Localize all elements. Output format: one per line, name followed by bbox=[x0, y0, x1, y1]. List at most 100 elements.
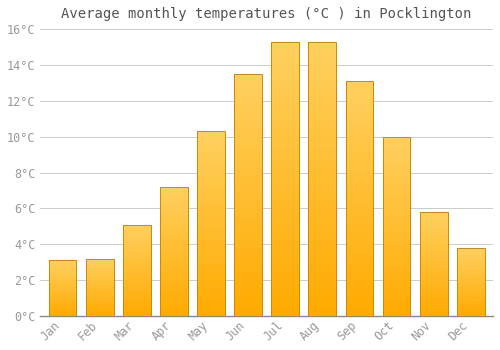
Bar bbox=[420, 236, 448, 237]
Bar bbox=[420, 294, 448, 295]
Bar bbox=[420, 279, 448, 280]
Bar bbox=[346, 260, 374, 262]
Bar bbox=[197, 288, 225, 290]
Bar bbox=[382, 212, 410, 214]
Bar bbox=[272, 121, 299, 124]
Bar bbox=[272, 288, 299, 291]
Bar bbox=[308, 140, 336, 143]
Bar bbox=[123, 268, 150, 270]
Bar bbox=[123, 242, 150, 243]
Bar bbox=[420, 309, 448, 310]
Bar bbox=[160, 249, 188, 250]
Bar bbox=[160, 281, 188, 282]
Bar bbox=[420, 271, 448, 272]
Bar bbox=[382, 219, 410, 221]
Bar bbox=[346, 205, 374, 208]
Bar bbox=[346, 168, 374, 170]
Bar bbox=[346, 191, 374, 194]
Bar bbox=[234, 251, 262, 253]
Bar bbox=[382, 273, 410, 275]
Bar bbox=[420, 282, 448, 283]
Bar bbox=[382, 271, 410, 273]
Bar bbox=[86, 265, 114, 266]
Bar bbox=[234, 139, 262, 142]
Bar bbox=[197, 231, 225, 233]
Bar bbox=[86, 274, 114, 275]
Bar bbox=[160, 288, 188, 289]
Bar bbox=[457, 277, 484, 278]
Bar bbox=[272, 154, 299, 157]
Bar bbox=[160, 195, 188, 196]
Bar bbox=[48, 302, 76, 303]
Bar bbox=[457, 271, 484, 272]
Bar bbox=[272, 234, 299, 236]
Bar bbox=[308, 228, 336, 231]
Bar bbox=[420, 245, 448, 246]
Bar bbox=[308, 212, 336, 215]
Bar bbox=[346, 198, 374, 201]
Bar bbox=[382, 260, 410, 262]
Bar bbox=[86, 297, 114, 298]
Bar bbox=[420, 304, 448, 306]
Bar bbox=[272, 270, 299, 272]
Bar bbox=[234, 115, 262, 118]
Bar bbox=[123, 304, 150, 305]
Bar bbox=[234, 282, 262, 285]
Bar bbox=[160, 266, 188, 267]
Bar bbox=[346, 83, 374, 86]
Bar bbox=[160, 262, 188, 263]
Bar bbox=[48, 298, 76, 299]
Bar bbox=[234, 134, 262, 137]
Bar bbox=[308, 83, 336, 85]
Bar bbox=[234, 275, 262, 277]
Bar bbox=[123, 248, 150, 249]
Bar bbox=[308, 42, 336, 44]
Bar bbox=[382, 282, 410, 284]
Bar bbox=[308, 217, 336, 220]
Bar bbox=[48, 274, 76, 275]
Bar bbox=[272, 256, 299, 258]
Bar bbox=[234, 74, 262, 76]
Bar bbox=[123, 258, 150, 259]
Bar bbox=[86, 260, 114, 261]
Bar bbox=[272, 206, 299, 209]
Bar bbox=[123, 272, 150, 273]
Bar bbox=[308, 182, 336, 184]
Bar bbox=[308, 261, 336, 264]
Bar bbox=[272, 42, 299, 316]
Bar bbox=[160, 280, 188, 281]
Bar bbox=[308, 215, 336, 217]
Bar bbox=[382, 174, 410, 176]
Bar bbox=[308, 99, 336, 102]
Bar bbox=[234, 98, 262, 100]
Bar bbox=[197, 137, 225, 139]
Bar bbox=[234, 311, 262, 314]
Bar bbox=[48, 279, 76, 280]
Bar bbox=[346, 295, 374, 297]
Bar bbox=[197, 185, 225, 187]
Bar bbox=[457, 261, 484, 262]
Bar bbox=[86, 280, 114, 281]
Bar bbox=[382, 280, 410, 282]
Bar bbox=[382, 190, 410, 192]
Bar bbox=[457, 280, 484, 281]
Bar bbox=[234, 166, 262, 168]
Bar bbox=[160, 192, 188, 193]
Bar bbox=[123, 243, 150, 244]
Bar bbox=[160, 234, 188, 236]
Bar bbox=[346, 123, 374, 126]
Bar bbox=[272, 66, 299, 69]
Bar bbox=[234, 209, 262, 212]
Bar bbox=[234, 161, 262, 163]
Bar bbox=[272, 97, 299, 99]
Bar bbox=[346, 314, 374, 316]
Bar bbox=[420, 247, 448, 248]
Bar bbox=[272, 228, 299, 231]
Bar bbox=[382, 214, 410, 216]
Bar bbox=[86, 284, 114, 285]
Bar bbox=[197, 174, 225, 176]
Bar bbox=[160, 222, 188, 223]
Bar bbox=[457, 298, 484, 299]
Bar bbox=[382, 201, 410, 203]
Bar bbox=[272, 110, 299, 113]
